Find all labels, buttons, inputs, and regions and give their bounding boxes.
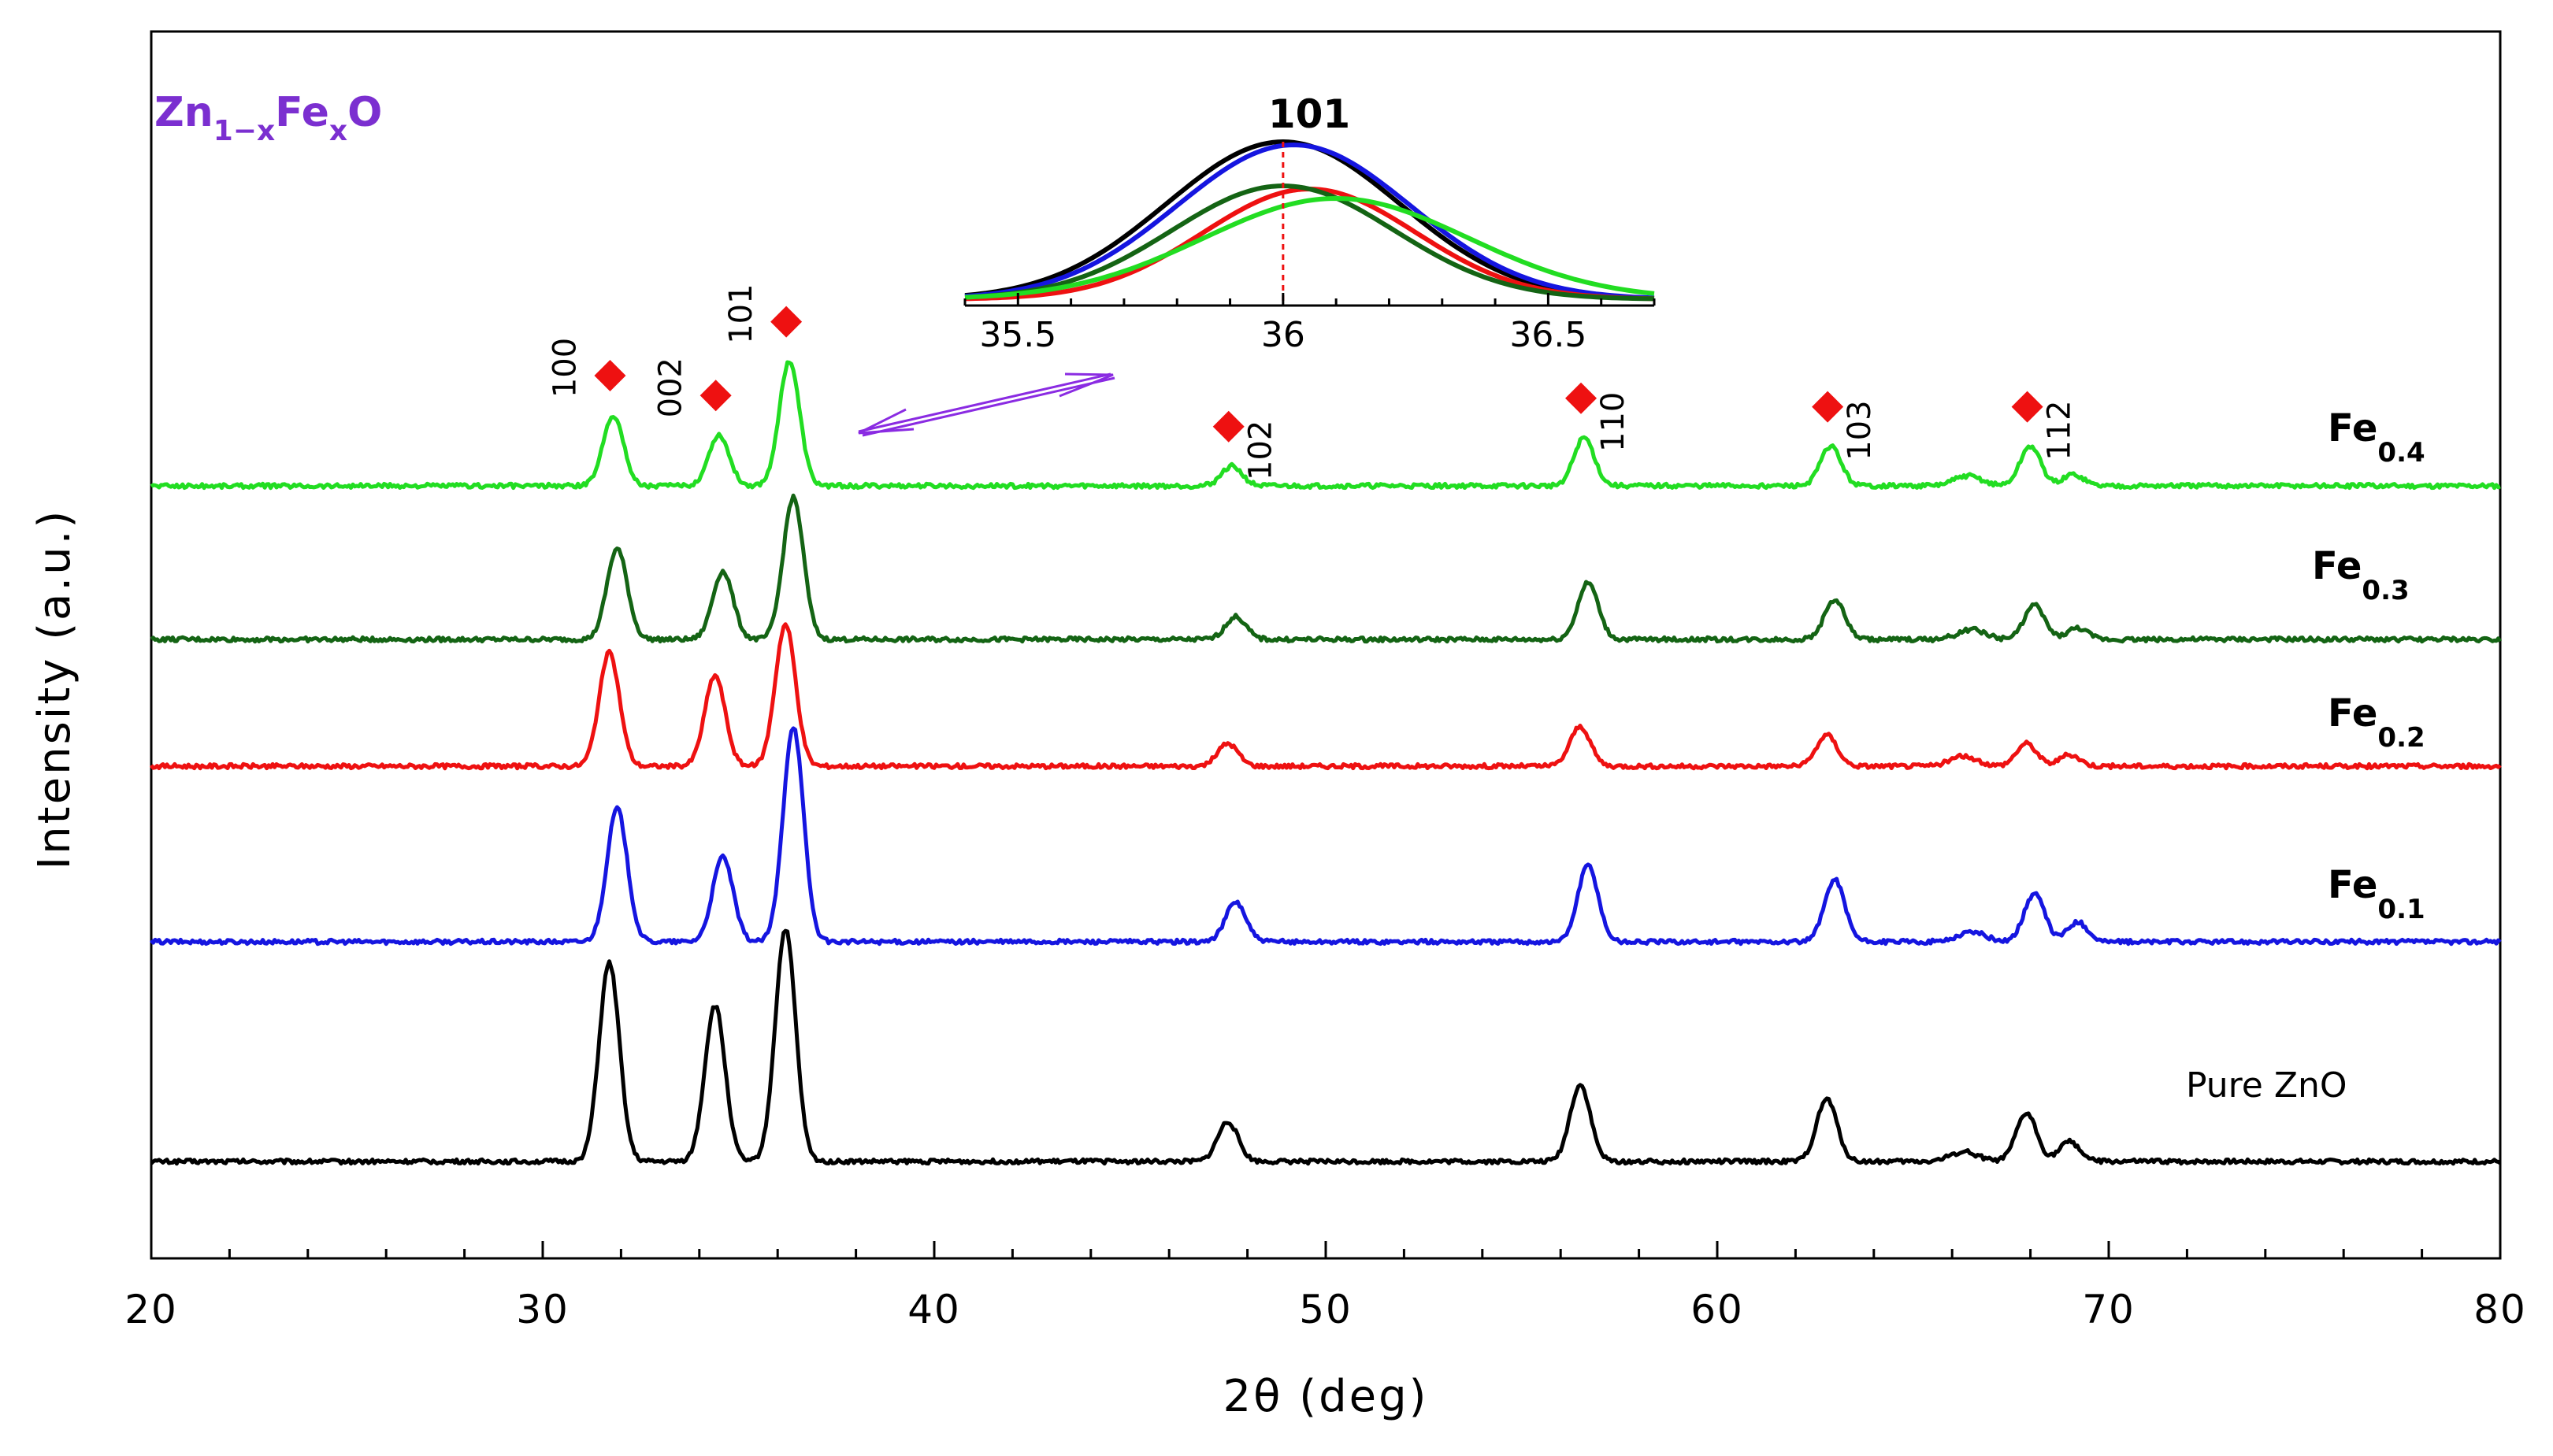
series-line bbox=[150, 928, 2502, 1166]
x-tick-label: 20 bbox=[124, 1287, 178, 1332]
x-tick-label: 40 bbox=[907, 1287, 961, 1332]
formula-sub1: 1−x bbox=[213, 115, 275, 147]
formula-sub2: x bbox=[329, 115, 347, 147]
plot-frame bbox=[150, 30, 2502, 1260]
peak-label: 103 bbox=[1842, 400, 1878, 460]
x-axis-title: 2θ (deg) bbox=[1223, 1371, 1429, 1422]
y-axis-title: Intensity (a.u.) bbox=[29, 509, 80, 870]
formula-mid: Fe bbox=[275, 89, 329, 136]
peak-label: 002 bbox=[653, 358, 689, 417]
inset-tick-label: 35.5 bbox=[979, 315, 1056, 355]
inset-101-peak: 101 35.5 36 36.5 bbox=[963, 91, 1656, 355]
series-line bbox=[150, 726, 2502, 947]
peak-marker bbox=[770, 306, 803, 338]
series-label-fe04: Fe0.4 bbox=[2328, 406, 2425, 469]
peak-label: 110 bbox=[1595, 392, 1631, 452]
series-label-fe03: Fe0.3 bbox=[2312, 544, 2410, 606]
peak-marker bbox=[594, 360, 626, 391]
inset-tick-label: 36 bbox=[1261, 315, 1305, 355]
formula-base: Zn bbox=[154, 89, 213, 136]
peak-label: 100 bbox=[547, 338, 583, 398]
inset-title: 101 bbox=[1268, 91, 1350, 137]
peak-label: 112 bbox=[2042, 400, 2078, 460]
peak-markers: 100 002 101 102 110 103 112 bbox=[547, 283, 2077, 480]
inset-curve bbox=[964, 183, 1655, 302]
inset-pointer-arrow bbox=[858, 372, 1115, 437]
formula-label: Zn1−xFexO bbox=[154, 89, 382, 147]
peak-marker bbox=[699, 380, 732, 412]
peak-label: 102 bbox=[1243, 420, 1279, 480]
series-line bbox=[150, 360, 2501, 491]
inset-curve bbox=[964, 142, 1655, 301]
x-tick-label: 70 bbox=[2082, 1287, 2136, 1332]
formula-end: O bbox=[347, 89, 382, 136]
x-tick-label: 30 bbox=[516, 1287, 570, 1332]
x-tick-label: 50 bbox=[1299, 1287, 1353, 1332]
series-labels: Fe0.4 Fe0.3 Fe0.2 Fe0.1 Pure ZnO bbox=[2186, 406, 2425, 1106]
peak-marker bbox=[1212, 410, 1245, 443]
series-layer bbox=[149, 360, 2503, 1166]
x-axis: 20 30 40 50 60 70 80 bbox=[124, 1241, 2527, 1332]
series-line bbox=[149, 622, 2502, 771]
series-label-pure-zno: Pure ZnO bbox=[2186, 1065, 2347, 1106]
inset-curves bbox=[964, 139, 1655, 302]
series-line bbox=[150, 493, 2503, 644]
series-label-fe02: Fe0.2 bbox=[2328, 691, 2425, 754]
x-tick-label: 60 bbox=[1690, 1287, 1744, 1332]
peak-label: 101 bbox=[723, 283, 759, 343]
peak-marker bbox=[1565, 382, 1597, 414]
inset-x-axis: 35.5 36 36.5 bbox=[963, 293, 1656, 355]
inset-tick-label: 36.5 bbox=[1509, 315, 1586, 355]
series-label-fe01: Fe0.1 bbox=[2328, 863, 2425, 925]
x-tick-label: 80 bbox=[2473, 1287, 2527, 1332]
peak-marker bbox=[1812, 391, 1844, 423]
inset-curve bbox=[964, 195, 1655, 300]
peak-marker bbox=[2011, 391, 2043, 423]
